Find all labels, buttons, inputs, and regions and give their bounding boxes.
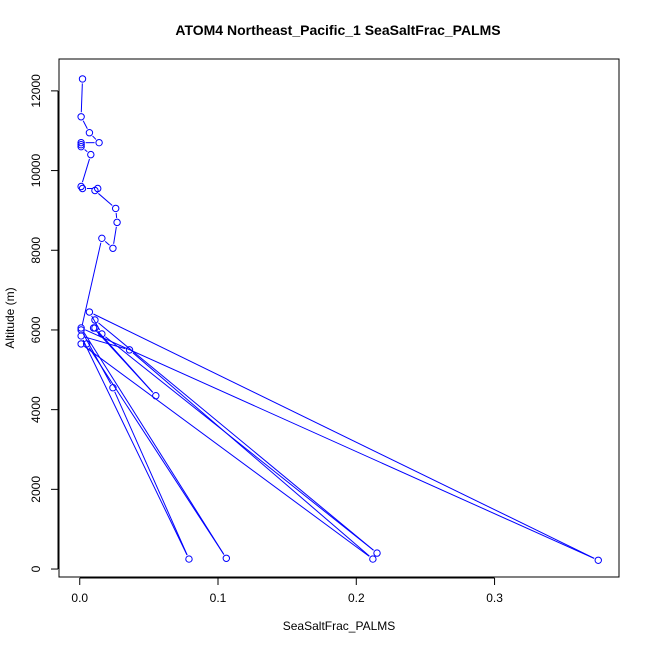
series-segment: [114, 391, 188, 556]
data-point: [78, 184, 87, 193]
x-tick-label: 0.0: [71, 591, 88, 605]
data-point: [113, 218, 121, 227]
data-point: [77, 113, 85, 121]
series-segment: [82, 333, 112, 385]
data-point: [91, 186, 99, 195]
series-segment: [92, 135, 97, 140]
series-segment: [104, 240, 110, 246]
data-point: [98, 234, 106, 243]
x-tick-label: 0.3: [486, 591, 503, 605]
data-point: [87, 150, 95, 159]
data-point: [152, 392, 160, 400]
data-point: [369, 555, 377, 563]
series-segment: [105, 336, 374, 551]
x-tick-label: 0.2: [348, 591, 365, 605]
y-tick-label: 0: [29, 565, 43, 572]
data-point: [85, 308, 94, 316]
data-point: [373, 549, 381, 557]
series-points: [77, 75, 602, 564]
data-point: [95, 138, 103, 147]
series-segment: [84, 346, 370, 557]
data-point: [111, 204, 120, 213]
series-segment: [88, 347, 225, 555]
y-tick-label: 12000: [29, 74, 43, 108]
data-point: [594, 556, 602, 564]
data-point: [109, 244, 117, 252]
y-axis: 0 2000 4000 6000 8000 10000 12000: [29, 74, 59, 572]
data-point: [125, 346, 134, 354]
data-point: [77, 324, 85, 332]
series-segment: [85, 329, 595, 559]
y-axis-label: Altitude (m): [3, 287, 17, 348]
series-segment: [132, 352, 370, 557]
series-segment: [98, 322, 374, 551]
plot-frame: [58, 58, 620, 578]
data-point: [77, 142, 85, 151]
series-segment: [84, 149, 88, 153]
y-tick-label: 10000: [29, 154, 43, 188]
data-point: [89, 324, 98, 332]
y-tick-label: 2000: [29, 476, 43, 503]
data-point: [222, 554, 231, 562]
data-point: [77, 140, 85, 149]
data-point: [109, 384, 117, 392]
series-segment: [82, 339, 188, 556]
series-segment: [113, 226, 117, 244]
data-point: [77, 138, 85, 147]
data-point: [98, 330, 106, 338]
y-tick-label: 8000: [29, 237, 43, 264]
series-segment: [82, 120, 88, 129]
series-segment: [93, 313, 595, 559]
series-segment: [81, 158, 90, 183]
data-point: [185, 555, 193, 563]
data-point: [77, 182, 85, 191]
data-point: [85, 129, 94, 137]
chart-title: ATOM4 Northeast_Pacific_1 SeaSaltFrac_PA…: [175, 22, 500, 38]
x-tick-label: 0.1: [210, 591, 227, 605]
series-segment: [80, 83, 83, 113]
y-tick-label: 6000: [29, 316, 43, 343]
series-segment: [98, 193, 113, 206]
x-axis-label: SeaSaltFrac_PALMS: [283, 619, 396, 633]
y-tick-label: 4000: [29, 396, 43, 423]
series-segment: [83, 331, 225, 555]
series-segment: [81, 242, 102, 326]
data-point: [77, 340, 85, 348]
series-lines: [80, 83, 595, 559]
data-point: [82, 340, 91, 348]
x-axis: 0.0 0.1 0.2 0.3: [71, 577, 503, 605]
series-segment: [96, 330, 154, 393]
data-point: [78, 75, 87, 83]
data-point: [77, 332, 85, 340]
data-point: [91, 316, 99, 324]
